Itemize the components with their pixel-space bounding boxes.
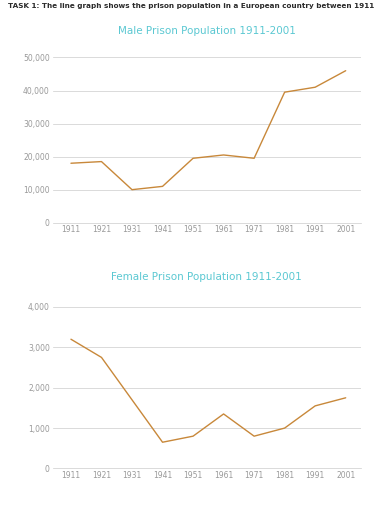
Title: Male Prison Population 1911-2001: Male Prison Population 1911-2001 bbox=[118, 26, 296, 36]
Text: TASK 1: The line graph shows the prison population in a European country between: TASK 1: The line graph shows the prison … bbox=[8, 3, 376, 9]
Title: Female Prison Population 1911-2001: Female Prison Population 1911-2001 bbox=[111, 272, 302, 282]
